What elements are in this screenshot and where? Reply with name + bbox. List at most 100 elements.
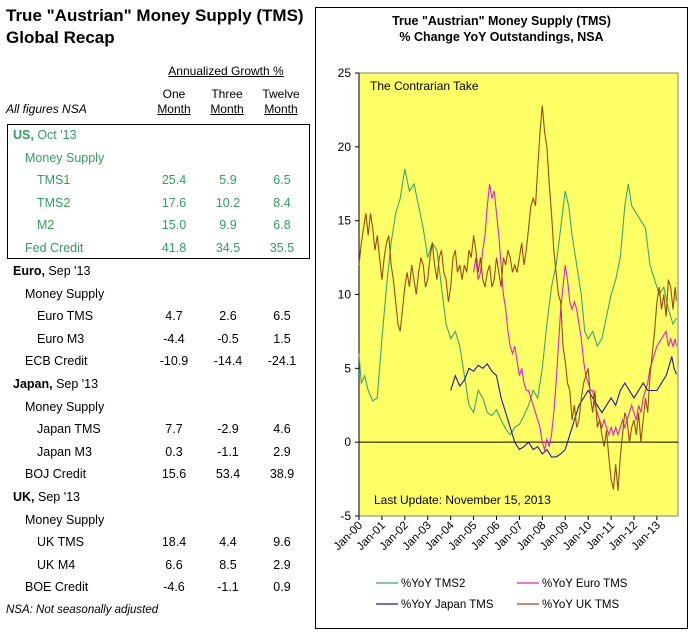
tms-chart-panel: True "Austrian" Money Supply (TMS) % Cha… xyxy=(315,7,688,629)
row-label: ECB Credit xyxy=(25,354,88,368)
footnote: NSA: Not seasonally adjusted xyxy=(6,604,159,616)
global-recap-panel: True "Austrian" Money Supply (TMS) Globa… xyxy=(0,0,310,638)
table-row: Money Supply xyxy=(0,149,310,168)
col-twelve-month-a: Twelve xyxy=(262,87,300,101)
table-row: Money Supply xyxy=(0,511,310,530)
series-line-3 xyxy=(358,105,677,491)
table-row: BOE Credit -4.6 -1.1 0.9 xyxy=(0,578,310,597)
row-value: 34.5 xyxy=(215,241,241,255)
col-twelve-month-b: Month xyxy=(264,102,298,116)
row-value: 9.6 xyxy=(273,535,291,549)
row-value: -0.5 xyxy=(217,332,239,346)
section-name: UK, xyxy=(13,490,35,504)
row-value: 35.5 xyxy=(269,241,295,255)
table-row: Japan TMS 7.7 -2.9 4.6 xyxy=(0,420,310,439)
section-date: Oct '13 xyxy=(33,128,77,142)
row-value: -4.4 xyxy=(163,332,185,346)
row-value: 38.9 xyxy=(269,467,295,481)
table-row: Japan M3 0.3 -1.1 2.9 xyxy=(0,443,310,462)
row-value: 9.9 xyxy=(219,218,237,232)
annualized-growth-header: Annualized Growth % xyxy=(168,64,284,78)
line-chart: -50510152025Jan-00Jan-01Jan-02Jan-03Jan-… xyxy=(332,66,679,611)
row-value: 18.4 xyxy=(161,535,187,549)
y-tick-label: 25 xyxy=(338,66,352,80)
legend-label: %YoY Euro TMS xyxy=(542,578,628,590)
row-label: Japan M3 xyxy=(37,445,92,459)
row-label: Money Supply xyxy=(25,400,105,414)
series-line-0 xyxy=(358,168,677,436)
row-label: M2 xyxy=(37,218,55,232)
section-date: Sep '13 xyxy=(44,264,91,278)
section-header: US, Oct '13 xyxy=(0,126,310,145)
row-value: 5.9 xyxy=(219,173,237,187)
row-value: -10.9 xyxy=(159,354,189,368)
row-value: 41.8 xyxy=(161,241,187,255)
row-label: Euro M3 xyxy=(37,332,85,346)
legend-label: %YoY Japan TMS xyxy=(401,599,494,611)
y-tick-label: 15 xyxy=(338,214,352,228)
section-name: US, xyxy=(13,128,34,142)
table-row: BOJ Credit 15.6 53.4 38.9 xyxy=(0,465,310,484)
all-figures-note: All figures NSA xyxy=(6,102,87,116)
col-one-month-a: One xyxy=(162,87,186,101)
legend-label: %YoY TMS2 xyxy=(401,578,465,590)
row-value: -1.1 xyxy=(217,580,239,594)
table-row: Euro M3 -4.4 -0.5 1.5 xyxy=(0,330,310,349)
row-value: -2.9 xyxy=(217,422,239,436)
row-value: 6.6 xyxy=(165,558,183,572)
section-date: Sep '13 xyxy=(34,490,81,504)
row-value: 6.5 xyxy=(273,173,291,187)
table-row: M2 15.0 9.9 6.8 xyxy=(0,216,310,235)
row-value: 4.4 xyxy=(219,535,237,549)
row-value: 17.6 xyxy=(161,196,187,210)
row-label: Japan TMS xyxy=(37,422,101,436)
table-row: TMS2 17.6 10.2 8.4 xyxy=(0,194,310,213)
row-value: 6.5 xyxy=(273,309,291,323)
row-value: -24.1 xyxy=(267,354,297,368)
y-tick-label: 5 xyxy=(344,361,351,375)
us-section-box xyxy=(7,124,310,259)
row-value: 8.4 xyxy=(273,196,291,210)
row-label: Money Supply xyxy=(25,151,105,165)
row-label: TMS1 xyxy=(37,173,71,187)
row-label: Fed Credit xyxy=(25,241,84,255)
row-value: -4.6 xyxy=(163,580,185,594)
recap-title-line2: Global Recap xyxy=(6,28,115,47)
y-tick-label: 0 xyxy=(344,435,351,449)
row-value: 2.6 xyxy=(219,309,237,323)
row-value: 2.9 xyxy=(273,445,291,459)
series-line-2 xyxy=(450,356,677,458)
annotation-top: The Contrarian Take xyxy=(370,79,479,93)
y-tick-label: 10 xyxy=(338,288,352,302)
row-value: -14.4 xyxy=(213,354,243,368)
row-label: BOE Credit xyxy=(25,580,89,594)
row-value: 6.8 xyxy=(273,218,291,232)
row-value: 15.6 xyxy=(161,467,187,481)
row-value: 0.9 xyxy=(273,580,291,594)
table-row: ECB Credit -10.9 -14.4 -24.1 xyxy=(0,352,310,371)
section-date: Sep '13 xyxy=(52,377,99,391)
table-row: Euro TMS 4.7 2.6 6.5 xyxy=(0,307,310,326)
chart-title: True "Austrian" Money Supply (TMS) xyxy=(392,14,611,28)
row-value: 25.4 xyxy=(161,173,187,187)
legend-label: %YoY UK TMS xyxy=(542,599,619,611)
table-row: Fed Credit 41.8 34.5 35.5 xyxy=(0,239,310,258)
col-three-month-b: Month xyxy=(210,102,244,116)
row-value: 4.7 xyxy=(165,309,183,323)
table-row: Money Supply xyxy=(0,398,310,417)
row-label: Money Supply xyxy=(25,287,105,301)
row-value: 1.5 xyxy=(273,332,291,346)
col-one-month-b: Month xyxy=(157,102,191,116)
plot-area xyxy=(358,72,679,517)
row-label: UK TMS xyxy=(37,535,84,549)
row-label: TMS2 xyxy=(37,196,71,210)
series-line-1 xyxy=(473,183,677,452)
section-name: Euro, xyxy=(13,264,45,278)
y-tick-label: -5 xyxy=(340,509,351,523)
row-label: BOJ Credit xyxy=(25,467,87,481)
row-value: 15.0 xyxy=(161,218,187,232)
table-row: TMS1 25.4 5.9 6.5 xyxy=(0,171,310,190)
section-header: UK, Sep '13 xyxy=(0,488,310,507)
row-value: 0.3 xyxy=(165,445,183,459)
table-row: Money Supply xyxy=(0,285,310,304)
